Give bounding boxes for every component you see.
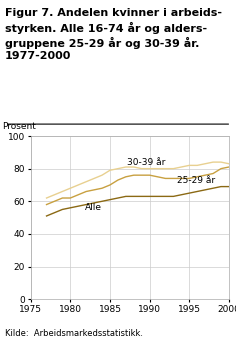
Text: 30-39 år: 30-39 år [127,157,166,167]
Text: Kilde:  Arbeidsmarkedsstatistikk.: Kilde: Arbeidsmarkedsstatistikk. [5,329,143,338]
Text: Alle: Alle [84,203,102,212]
Text: 25-29 år: 25-29 år [177,176,215,185]
Text: Prosent: Prosent [2,122,36,131]
Text: Figur 7. Andelen kvinner i arbeids-
styrken. Alle 16-74 år og alders-
gruppene 2: Figur 7. Andelen kvinner i arbeids- styr… [5,8,222,61]
